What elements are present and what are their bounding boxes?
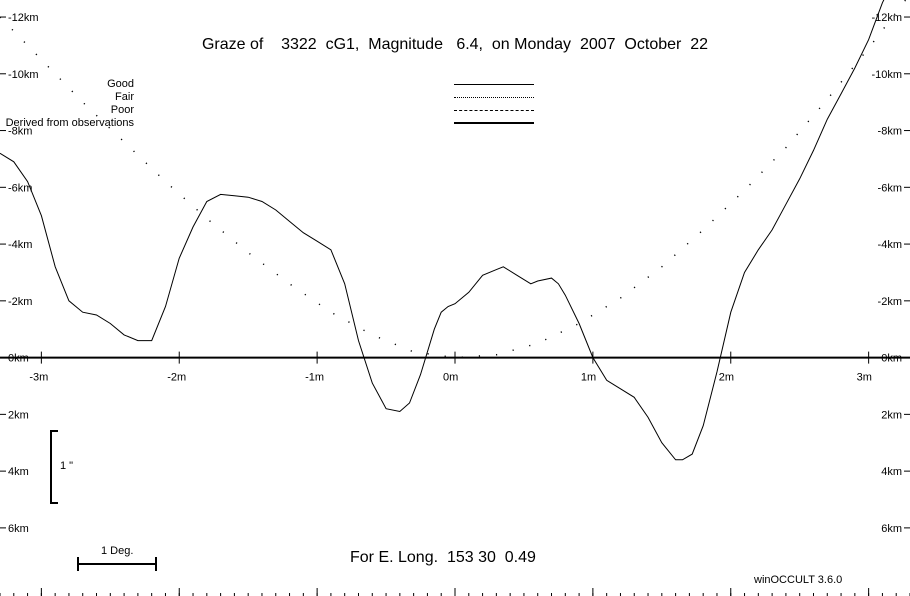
y-tick-label-right: 0km xyxy=(881,353,902,365)
chart-title: Graze of 3322 cG1, Magnitude 6.4, on Mon… xyxy=(201,36,709,53)
y-tick-label-right: -12km xyxy=(871,12,902,24)
legend-swatch-fair xyxy=(454,97,534,98)
vertical-scale-bar xyxy=(50,430,58,504)
y-tick-label-right: -4km xyxy=(878,239,902,251)
y-tick-label-right: 6km xyxy=(881,523,902,535)
longitude-footer: For E. Long. 153 30 0.49 xyxy=(350,549,536,566)
y-tick-label-right: 2km xyxy=(881,409,902,421)
software-credit: winOCCULT 3.6.0 xyxy=(754,574,843,586)
legend-swatch-derived xyxy=(454,122,534,124)
legend-label-good: Good xyxy=(107,78,134,90)
x-tick-label: -2m xyxy=(167,372,186,384)
x-tick-label: 0m xyxy=(443,372,458,384)
y-tick-label-left: 6km xyxy=(8,523,29,535)
legend-label-fair: Fair xyxy=(115,91,134,103)
horizontal-scale-bar xyxy=(77,557,157,571)
x-tick-label: 1m xyxy=(581,372,596,384)
y-tick-label-left: 4km xyxy=(8,466,29,478)
horizontal-scale-label: 1 Deg. xyxy=(101,545,134,557)
lunar-limb-profile-line xyxy=(0,0,885,461)
y-tick-label-left: 2km xyxy=(8,409,29,421)
y-tick-label-left: 0km xyxy=(8,353,29,365)
y-tick-label-left: -10km xyxy=(8,69,39,81)
y-tick-label-left: -8km xyxy=(8,126,32,138)
y-tick-label-right: -10km xyxy=(871,69,902,81)
y-tick-label-right: 4km xyxy=(881,466,902,478)
x-tick-label: -3m xyxy=(29,372,48,384)
y-tick-label-left: -2km xyxy=(8,296,32,308)
y-tick-label-right: -2km xyxy=(878,296,902,308)
y-tick-label-right: -6km xyxy=(878,182,902,194)
legend-label-poor: Poor xyxy=(110,104,134,116)
y-tick-label-left: -4km xyxy=(8,239,32,251)
x-tick-label: 3m xyxy=(857,372,872,384)
legend-label-derived: Derived from observations xyxy=(5,117,134,129)
vertical-scale-label: 1 " xyxy=(60,460,74,472)
x-tick-label: -1m xyxy=(305,372,324,384)
y-tick-label-right: -8km xyxy=(878,126,902,138)
y-tick-label-left: -12km xyxy=(8,12,39,24)
y-tick-label-left: -6km xyxy=(8,182,32,194)
legend-swatch-good xyxy=(454,84,534,85)
x-tick-label: 2m xyxy=(719,372,734,384)
legend-swatch-poor xyxy=(454,110,534,111)
